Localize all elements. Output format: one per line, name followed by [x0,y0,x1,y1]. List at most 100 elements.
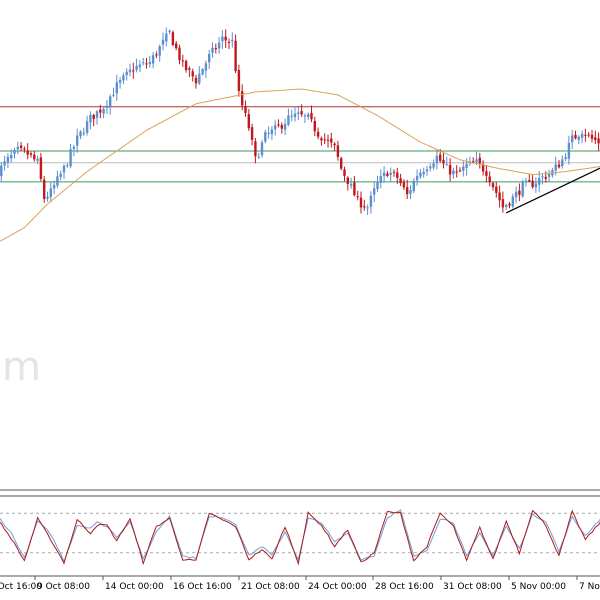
candle [541,174,544,185]
candle-body [214,48,217,50]
time-axis-label: 24 Oct 00:00 [308,582,367,592]
candle-body [191,71,194,77]
candle-body [300,111,303,115]
candle [221,30,224,49]
candle [406,179,409,199]
candle [508,201,511,209]
candle [0,162,3,183]
candle-body [115,82,118,94]
candle [432,159,435,171]
candle-body [415,176,419,181]
candle-body [46,196,49,199]
candle-body [475,159,478,162]
candle-body [59,173,62,177]
candle-body [511,196,514,207]
candle [293,106,297,122]
candle [514,186,518,204]
candle-body [349,183,353,186]
candle [241,84,244,111]
candle [257,152,260,159]
candle [36,155,39,165]
candle-body [69,149,72,167]
candle [274,120,277,136]
candle [590,129,594,143]
candle-body [379,176,382,183]
candle [379,169,382,189]
candle [171,30,175,47]
candle [323,133,326,144]
candle-body [188,68,191,70]
candle [95,109,99,125]
candle-body [465,163,468,169]
candle-body [267,132,270,134]
candle-body [198,73,201,84]
candle [151,52,155,69]
candle [557,160,561,169]
candle [422,167,425,178]
candle [409,185,412,200]
candle [109,94,112,115]
candle [481,160,485,176]
candle [43,176,46,203]
candle-body [316,131,320,137]
candle-body [224,36,227,41]
candle [310,105,313,123]
candle [402,179,406,191]
candle-body [491,183,495,188]
candle-body [376,181,379,190]
candle-body [287,115,290,125]
candle-body [201,69,204,75]
time-axis-label: 7 Nov [579,582,600,592]
candle-body [122,75,125,81]
candle-body [66,165,69,167]
candle [376,175,379,193]
candle [82,127,85,136]
candle-body [260,142,264,156]
candle-body [138,64,142,68]
candle-body [52,185,56,189]
candle-body [541,176,544,178]
candle [452,167,455,179]
candle [366,204,369,216]
candle-body [234,40,237,72]
candle [597,132,600,151]
candle-body [105,105,109,108]
candle [161,32,165,51]
candle-body [472,161,475,163]
candle-body [495,186,498,193]
candle-body [594,137,597,141]
candle-body [432,163,435,168]
candle-body [419,172,422,177]
candle-body [356,196,359,198]
candle-body [178,47,181,61]
candle [135,58,138,73]
candlestick-series [0,27,600,216]
candle [340,156,343,171]
candle [349,177,353,189]
candle-body [458,170,462,172]
candle [584,128,587,142]
candle-body [389,172,392,175]
candle-body [181,60,184,62]
candle [181,54,184,67]
candle-body [429,166,432,169]
candle [346,176,349,191]
candle-body [10,154,13,159]
candle-body [29,153,33,155]
candle-body [303,115,307,117]
candle-body [135,65,138,70]
time-axis-label: 21 Oct 08:00 [241,582,300,592]
candle [561,155,564,169]
candle [389,167,392,182]
candle-body [554,164,557,171]
candle [343,166,346,182]
candle-body [237,70,241,91]
candle-body [221,36,224,42]
candle-body [62,165,66,173]
candle-body [0,165,3,177]
candle-body [307,114,310,118]
candle [260,139,264,158]
candle [204,60,208,78]
candle [247,109,250,132]
candle-body [125,71,128,76]
